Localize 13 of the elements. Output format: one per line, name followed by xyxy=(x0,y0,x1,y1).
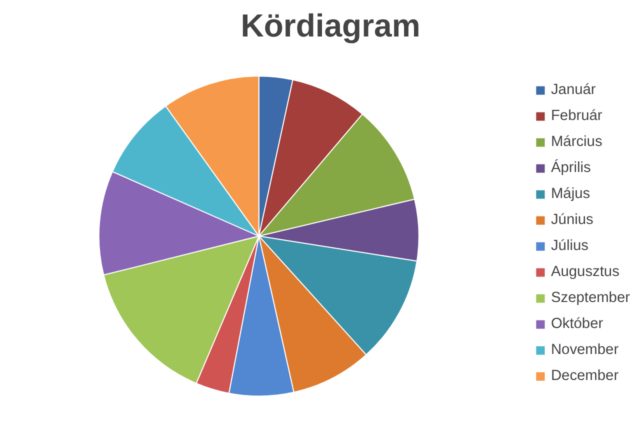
legend-label: Május xyxy=(550,186,590,202)
chart-title: Kördiagram xyxy=(240,8,420,44)
legend-label: Március xyxy=(550,134,602,150)
legend-label: Június xyxy=(550,212,594,228)
legend-label: Augusztus xyxy=(550,264,620,280)
legend-label: Szeptember xyxy=(550,290,630,306)
legend-label: November xyxy=(550,342,619,358)
legend-label: Július xyxy=(550,238,588,254)
legend-label: Január xyxy=(550,82,596,98)
legend-label: Október xyxy=(550,316,604,332)
legend-label: Április xyxy=(550,160,591,176)
legend-label: December xyxy=(550,368,619,384)
legend-label: Február xyxy=(550,108,602,124)
